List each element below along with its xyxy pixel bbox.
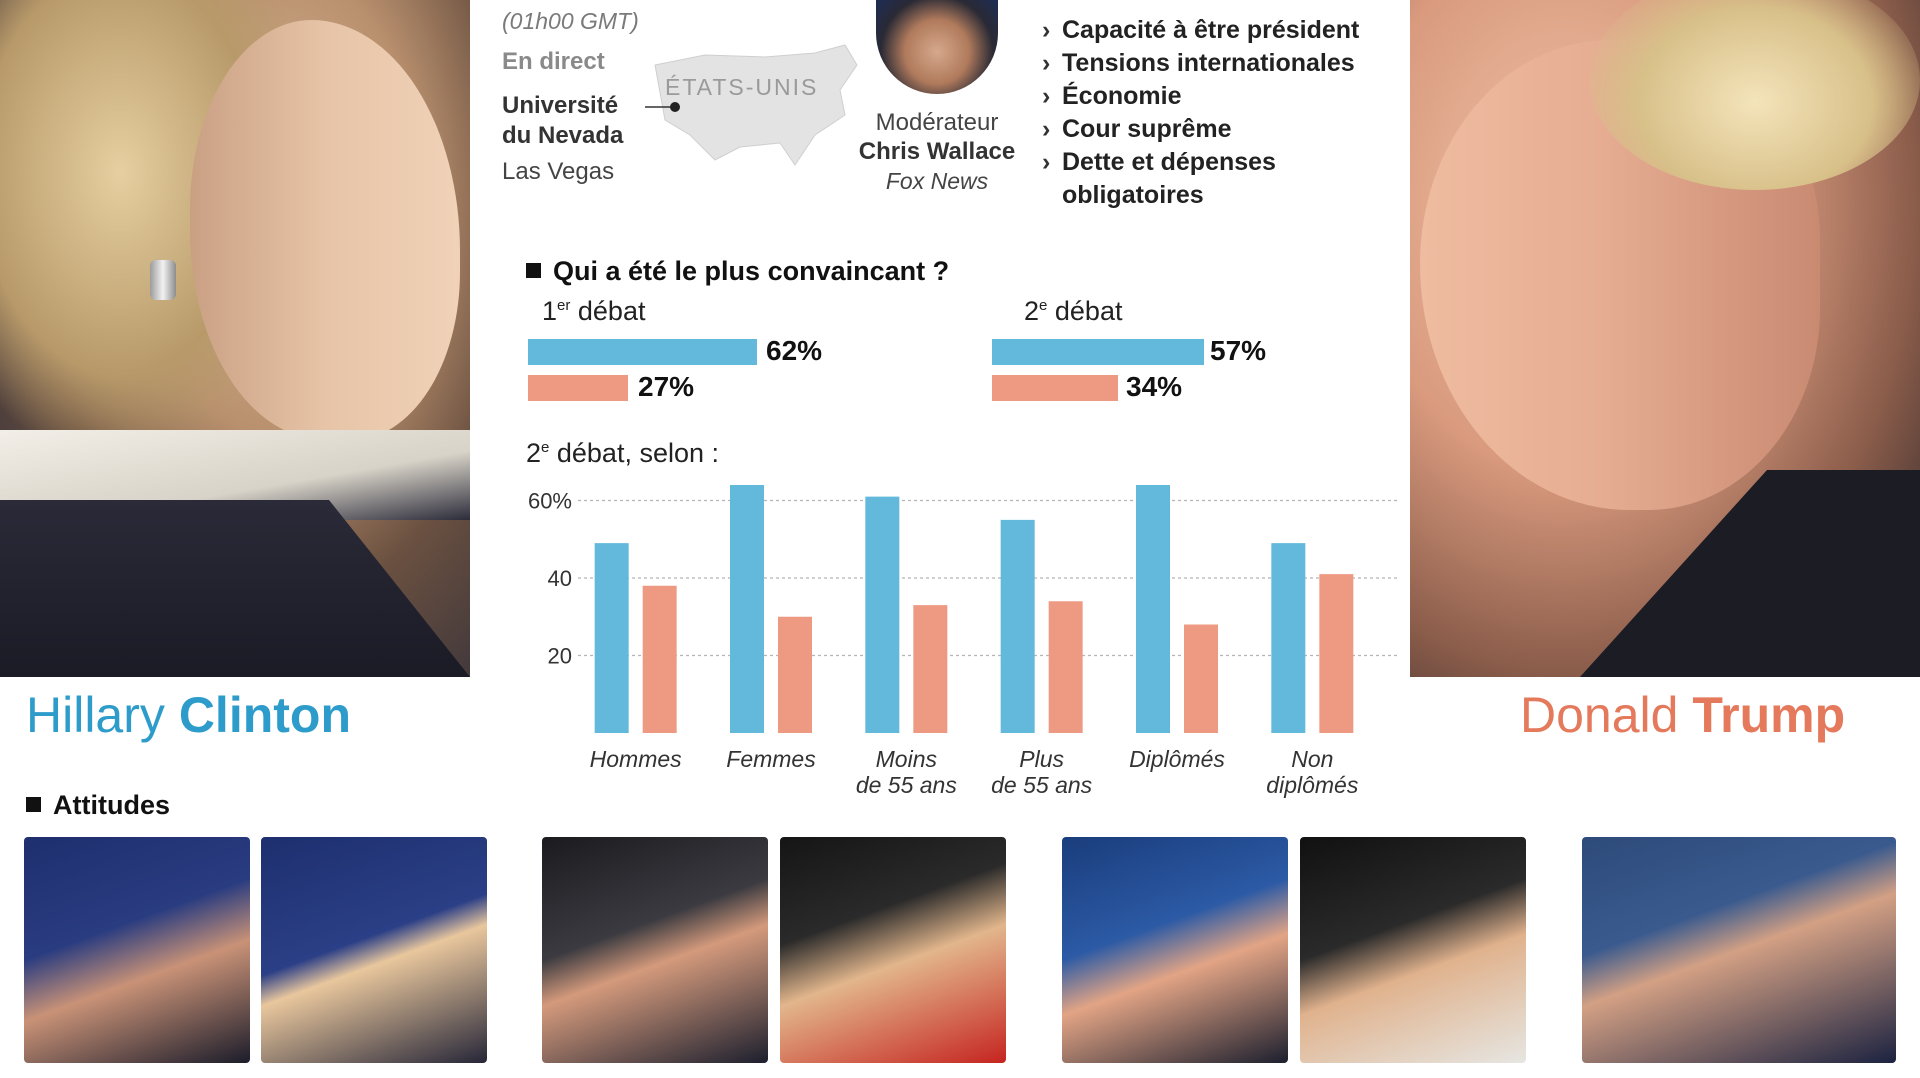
clinton-portrait	[0, 0, 470, 677]
clinton-first-name: Hillary	[26, 687, 165, 743]
debate1-label: 1er débat	[542, 296, 646, 326]
topic-item: › Dette et dépenses	[1042, 146, 1359, 179]
trump-last-name: Trump	[1692, 687, 1846, 743]
time-note: (01h00 GMT)	[502, 8, 639, 34]
trump-bar	[642, 585, 677, 733]
trump-bar	[913, 605, 948, 733]
topic-item: › Tensions internationales	[1042, 47, 1359, 80]
live-label: En direct	[502, 48, 605, 75]
x-tick-label: Non	[1291, 746, 1333, 772]
x-tick-label: de 55 ans	[991, 772, 1093, 798]
debate2-clinton-pct: 57%	[1210, 335, 1267, 366]
trump-photo-2	[542, 837, 768, 1063]
topic-item-continued: obligatoires	[1062, 181, 1204, 209]
clinton-bar	[1000, 519, 1035, 733]
map-label: ÉTATS-UNIS	[665, 74, 818, 100]
chevron-right-icon: ›	[1042, 49, 1051, 77]
y-tick-label: 20	[548, 644, 572, 669]
topic-item: › Économie	[1042, 80, 1359, 113]
y-tick-label: 60%	[528, 489, 572, 514]
y-tick-label: 40	[548, 566, 572, 591]
clinton-bar	[730, 485, 764, 733]
topic-item: › Cour suprême	[1042, 113, 1359, 146]
breakdown-label: 2e débat, selon :	[526, 438, 719, 468]
debate1-trump-bar	[528, 375, 628, 401]
trump-name: Donald Trump	[1520, 686, 1845, 744]
trump-bar	[1319, 574, 1354, 733]
venue-line1: Université	[502, 92, 619, 119]
debate2-trump-pct: 34%	[1126, 371, 1183, 402]
debate1-clinton-bar	[528, 339, 757, 365]
x-tick-label: Plus	[1019, 746, 1064, 772]
clinton-last-name: Clinton	[178, 687, 351, 743]
trump-bar	[778, 616, 812, 733]
x-tick-label: diplômés	[1266, 772, 1359, 798]
topic-item: › Capacité à être président	[1042, 14, 1359, 47]
clinton-name: Hillary Clinton	[26, 686, 351, 744]
x-tick-label: Hommes	[590, 746, 683, 772]
clinton-bar	[1271, 543, 1306, 733]
attitudes-title: Attitudes	[26, 790, 170, 821]
usa-map: ÉTATS-UNIS	[645, 44, 858, 166]
square-bullet-icon	[526, 263, 541, 278]
moderator-photo	[876, 0, 998, 94]
square-bullet-icon	[26, 797, 41, 812]
trump-bar	[1048, 601, 1083, 733]
x-tick-label: Femmes	[726, 746, 816, 772]
clinton-photo-2	[780, 837, 1006, 1063]
trump-portrait	[1410, 0, 1920, 677]
chevron-right-icon: ›	[1042, 16, 1051, 44]
venue-city: Las Vegas	[502, 158, 615, 185]
topics-list: › Capacité à être président › Tensions int…	[1042, 14, 1359, 212]
moderator-name: Chris Wallace	[858, 138, 1016, 165]
clinton-bar	[1136, 485, 1170, 733]
trump-photo-1	[24, 837, 250, 1063]
moderator-role: Modérateur	[875, 109, 999, 136]
debate2-label: 2e débat	[1024, 296, 1123, 326]
chevron-right-icon: ›	[1042, 148, 1051, 176]
trump-bar	[1184, 624, 1218, 733]
debate2-trump-bar	[992, 375, 1118, 401]
chevron-right-icon: ›	[1042, 82, 1051, 110]
chevron-right-icon: ›	[1042, 115, 1051, 143]
debate2-clinton-bar	[992, 339, 1204, 365]
x-tick-label: de 55 ans	[856, 772, 958, 798]
x-tick-label: Moins	[876, 746, 938, 772]
moderator-network: Fox News	[885, 168, 989, 194]
debate1-clinton-pct: 62%	[766, 335, 823, 366]
trump-first-name: Donald	[1520, 687, 1679, 743]
clinton-photo-3	[1300, 837, 1526, 1063]
venue-line2: du Nevada	[502, 122, 624, 149]
trump-photo-3	[1062, 837, 1288, 1063]
trump-clinton-photo	[1582, 837, 1896, 1063]
clinton-bar	[865, 496, 900, 733]
clinton-photo-1	[261, 837, 487, 1063]
convincing-title: Qui a été le plus convaincant ?	[526, 256, 949, 287]
x-tick-label: Diplômés	[1129, 746, 1225, 772]
debate1-trump-pct: 27%	[638, 371, 695, 402]
clinton-bar	[594, 543, 629, 733]
